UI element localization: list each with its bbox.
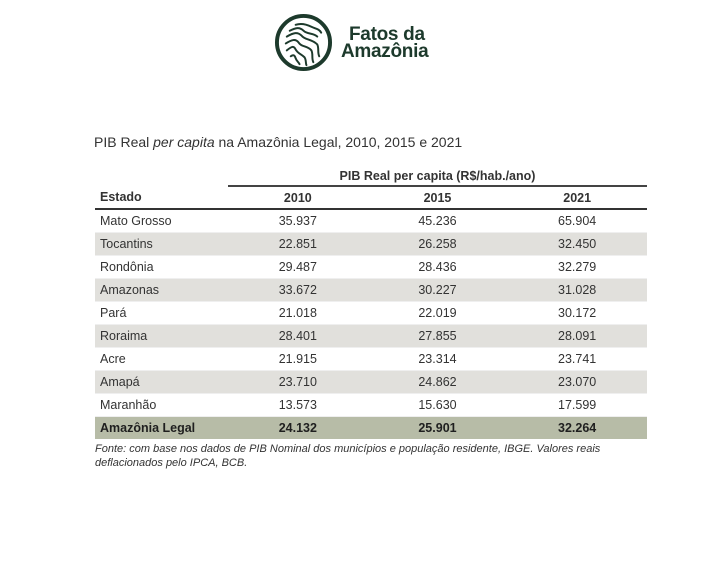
column-header-2021: 2021 (507, 186, 647, 210)
table-row: Roraima 28.401 27.855 28.091 (95, 324, 647, 348)
group-header: PIB Real per capita (R$/hab./ano) (228, 166, 647, 187)
footnote: Fonte: com base nos dados de PIB Nominal… (95, 443, 601, 469)
total-row: Amazônia Legal 24.132 25.901 32.264 (95, 416, 647, 439)
gdp-per-capita-table: PIB Real per capita (R$/hab./ano) Estado… (95, 166, 647, 439)
table-row: Mato Grosso 35.937 45.236 65.904 (95, 209, 647, 233)
table-row: Acre 21.915 23.314 23.741 (95, 347, 647, 371)
table-title: PIB Real per capita na Amazônia Legal, 2… (94, 134, 463, 150)
table-row: Rondônia 29.487 28.436 32.279 (95, 255, 647, 279)
table-row: Amazonas 33.672 30.227 31.028 (95, 278, 647, 302)
brand-logo: Fatos da Amazônia (274, 13, 429, 72)
table-row: Pará 21.018 22.019 30.172 (95, 301, 647, 325)
column-header-2015: 2015 (367, 186, 508, 210)
brand-name: Fatos da Amazônia (341, 23, 429, 62)
table-row: Maranhão 13.573 15.630 17.599 (95, 393, 647, 417)
table-row: Amapá 23.710 24.862 23.070 (95, 370, 647, 394)
table-row: Tocantins 22.851 26.258 32.450 (95, 232, 647, 256)
fatos-da-amazonia-emblem-icon (274, 13, 333, 72)
column-header-2010: 2010 (228, 186, 368, 210)
column-header-estado: Estado (95, 186, 228, 210)
